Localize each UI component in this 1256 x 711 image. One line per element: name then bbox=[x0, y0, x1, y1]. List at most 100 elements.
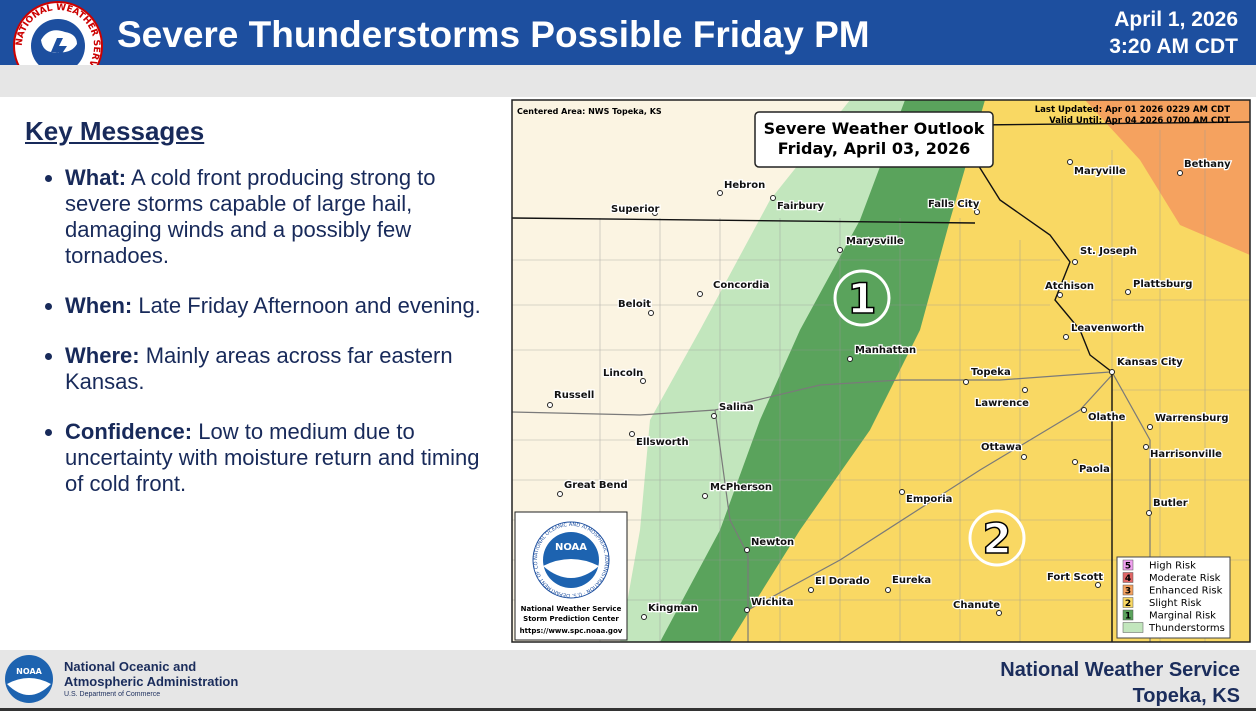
city-label: Marysville bbox=[846, 236, 904, 247]
city-dot bbox=[1095, 582, 1101, 588]
city-label: Newton bbox=[751, 537, 794, 548]
city-dot bbox=[702, 493, 708, 499]
key-messages: Key Messages What: A cold front producin… bbox=[25, 116, 495, 521]
noaa-url: https://www.spc.noaa.gov bbox=[520, 627, 623, 635]
org: National Oceanic and Atmospheric Administ… bbox=[64, 659, 238, 689]
text: Mainly areas across far eastern Kansas. bbox=[65, 343, 453, 394]
city-label: Kingman bbox=[648, 603, 698, 614]
heading: Key Messages bbox=[25, 116, 205, 146]
text: A cold front producing strong to severe … bbox=[65, 165, 436, 268]
centered-area: Centered Area: NWS Topeka, KS bbox=[517, 107, 662, 116]
city-label: Falls City bbox=[928, 199, 980, 210]
logo-text: NOAA bbox=[16, 667, 42, 676]
city-dot bbox=[744, 607, 750, 613]
org-line: National Oceanic and bbox=[64, 659, 197, 674]
city-dot bbox=[640, 378, 646, 384]
city-dot bbox=[1022, 387, 1028, 393]
legend-swatch bbox=[1122, 584, 1134, 596]
subheader-strip bbox=[0, 65, 1256, 97]
city-dot bbox=[1072, 459, 1078, 465]
legend-label: High Risk bbox=[1149, 561, 1196, 572]
city-label: Maryville bbox=[1074, 166, 1126, 177]
last-updated: Last Updated: Apr 01 2026 0229 AM CDT bbox=[1035, 105, 1230, 115]
city-label: Fort Scott bbox=[1047, 572, 1103, 583]
city-label: Harrisonville bbox=[1150, 449, 1222, 460]
message: Where: Mainly areas across far eastern K… bbox=[65, 343, 495, 395]
title: Severe Thunderstorms Possible Friday PM bbox=[117, 14, 870, 55]
legend-level: 2 bbox=[1125, 599, 1131, 609]
city-label: Salina bbox=[719, 402, 754, 413]
valid-until: Valid Until: Apr 04 2026 0700 AM CDT bbox=[1049, 116, 1230, 126]
text: Late Friday Afternoon and evening. bbox=[138, 293, 481, 318]
city-label: Emporia bbox=[906, 494, 952, 505]
message-list: What: A cold front producing strong to s… bbox=[25, 165, 495, 497]
cities: Hebron Fairbury Superior Marysville Falls Ci… bbox=[547, 158, 1232, 620]
city-dot bbox=[808, 587, 814, 593]
date: April 1, 2026 bbox=[1114, 8, 1238, 31]
office-name: National Weather Service bbox=[1000, 659, 1240, 681]
city-dot bbox=[547, 402, 553, 408]
city-dot bbox=[1143, 444, 1149, 450]
city-dot bbox=[770, 195, 776, 201]
city-dot bbox=[1063, 334, 1069, 340]
noaa-logo: NOAA bbox=[555, 542, 587, 553]
city-dot bbox=[652, 210, 658, 216]
city-dot bbox=[885, 587, 891, 593]
legend-level: 5 bbox=[1125, 562, 1131, 572]
city-label: Manhattan bbox=[855, 345, 916, 356]
city-label: Warrensburg bbox=[1155, 413, 1229, 424]
city-label: Ottawa bbox=[981, 442, 1022, 453]
legend-level: 1 bbox=[1125, 612, 1131, 622]
city-dot bbox=[629, 431, 635, 437]
legend-label: Marginal Risk bbox=[1149, 611, 1216, 622]
message: When: Late Friday Afternoon and evening. bbox=[65, 293, 495, 319]
risk-marker: 1 bbox=[847, 274, 876, 323]
outlook-date: Friday, April 03, 2026 bbox=[778, 139, 971, 158]
legend-level: 3 bbox=[1125, 587, 1131, 597]
legend-swatch bbox=[1122, 622, 1144, 633]
city-label: Kansas City bbox=[1117, 357, 1183, 368]
city-dot bbox=[1021, 454, 1027, 460]
city-label: Olathe bbox=[1088, 412, 1126, 423]
city-label: Lincoln bbox=[603, 368, 643, 379]
city-label: Beloit bbox=[618, 299, 651, 310]
city-dot bbox=[837, 247, 843, 253]
city-label: Leavenworth bbox=[1071, 323, 1144, 334]
city-label: Ellsworth bbox=[636, 437, 689, 448]
text: Low to medium due to uncertainty with mo… bbox=[65, 419, 480, 496]
time: 3:20 AM CDT bbox=[1109, 35, 1238, 58]
message: Confidence: Low to medium due to uncerta… bbox=[65, 419, 495, 497]
office-location: Topeka, KS bbox=[1132, 685, 1240, 707]
legend-swatch bbox=[1122, 597, 1134, 608]
label: When: bbox=[65, 293, 133, 318]
city-dot bbox=[648, 310, 654, 316]
city-dot bbox=[1067, 159, 1073, 165]
legend-level: 4 bbox=[1125, 574, 1131, 584]
city-label: Hebron bbox=[724, 180, 765, 191]
city-dot bbox=[996, 610, 1002, 616]
city-dot bbox=[1057, 292, 1063, 298]
city-label: Lawrence bbox=[975, 398, 1029, 409]
legend-label: Thunderstorms bbox=[1148, 623, 1225, 634]
city-label: Wichita bbox=[751, 597, 793, 608]
marker-circle bbox=[833, 269, 891, 327]
city-label: Russell bbox=[554, 390, 594, 401]
office: National Weather Service Topeka, KS bbox=[1000, 657, 1240, 709]
outlook-box bbox=[754, 111, 994, 168]
legend: 5 High Risk 4 Moderate Risk 3 Enhanced Risk 2 S… bbox=[1122, 559, 1225, 634]
city-label: Butler bbox=[1153, 498, 1188, 509]
legend-swatch bbox=[1122, 559, 1134, 571]
noaa-line: Storm Prediction Center bbox=[523, 615, 619, 623]
label: Where: bbox=[65, 343, 140, 368]
legend-label: Slight Risk bbox=[1149, 598, 1202, 609]
city-dot bbox=[711, 413, 717, 419]
city-dot bbox=[1147, 424, 1153, 430]
city-dot bbox=[1177, 170, 1183, 176]
city-dot bbox=[1109, 369, 1115, 375]
city-label: Fairbury bbox=[777, 201, 825, 212]
city-label: Great Bend bbox=[564, 480, 628, 491]
legend-label: Enhanced Risk bbox=[1149, 586, 1223, 597]
city-label: Eureka bbox=[892, 575, 931, 586]
city-dot bbox=[557, 491, 563, 497]
